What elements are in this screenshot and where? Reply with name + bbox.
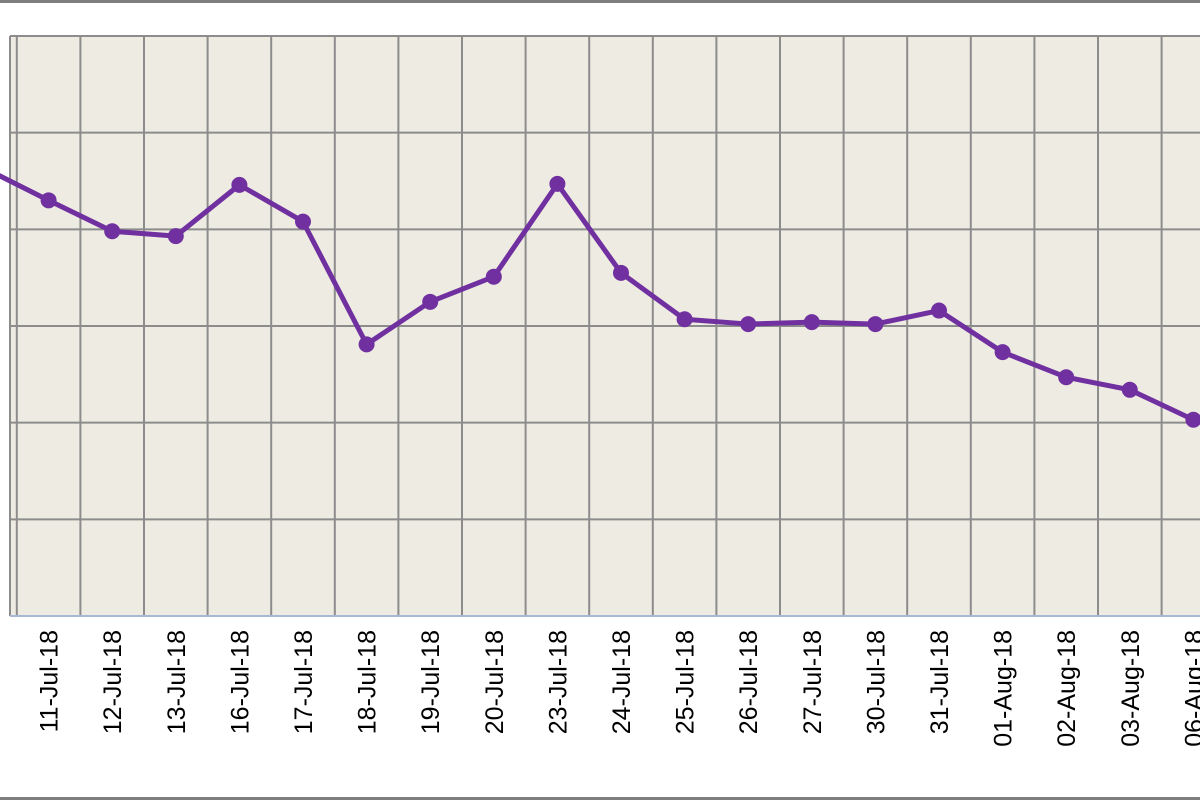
x-tick-label: 23-Jul-18 (544, 630, 572, 734)
x-tick-label: 16-Jul-18 (226, 630, 254, 734)
data-point (486, 269, 502, 285)
data-point (359, 336, 375, 352)
data-point (231, 177, 247, 193)
x-tick-label: 20-Jul-18 (481, 630, 509, 734)
x-tick-label: 25-Jul-18 (672, 630, 700, 734)
data-point (1122, 382, 1138, 398)
x-tick-label: 01-Aug-18 (990, 630, 1018, 747)
chart-border-top (0, 0, 1200, 3)
x-tick-label: 03-Aug-18 (1117, 630, 1145, 747)
x-tick-label: 30-Jul-18 (862, 630, 890, 734)
x-tick-label: 12-Jul-18 (99, 630, 127, 734)
x-tick-label: 18-Jul-18 (354, 630, 382, 734)
data-point (740, 316, 756, 332)
x-tick-label: 31-Jul-18 (926, 630, 954, 734)
data-point (613, 265, 629, 281)
data-point (804, 314, 820, 330)
x-tick-label: 24-Jul-18 (608, 630, 636, 734)
data-point (549, 176, 565, 192)
data-point (41, 192, 57, 208)
data-point (1058, 369, 1074, 385)
data-point (677, 311, 693, 327)
x-tick-label: 19-Jul-18 (417, 630, 445, 734)
data-point (867, 316, 883, 332)
x-tick-label: 17-Jul-18 (290, 630, 318, 734)
x-tick-label: 02-Aug-18 (1053, 630, 1081, 747)
x-tick-label: 06-Aug-18 (1180, 630, 1200, 747)
data-point (931, 303, 947, 319)
data-point (422, 294, 438, 310)
data-point (104, 223, 120, 239)
data-point (168, 228, 184, 244)
x-tick-label: 13-Jul-18 (163, 630, 191, 734)
x-tick-label: 27-Jul-18 (799, 630, 827, 734)
x-tick-label: 11-Jul-18 (36, 630, 64, 732)
x-tick-label: 26-Jul-18 (735, 630, 763, 734)
data-point (995, 344, 1011, 360)
data-point (295, 214, 311, 230)
